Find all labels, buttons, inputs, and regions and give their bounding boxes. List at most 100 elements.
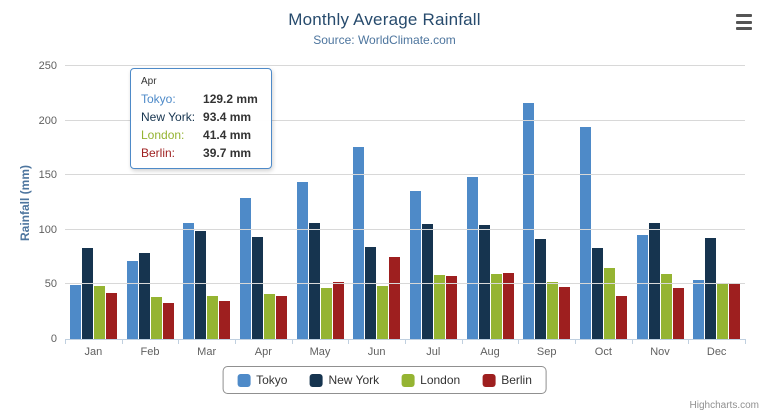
bar-new-york-mar[interactable] [195,231,207,339]
legend-symbol-berlin [482,373,496,387]
y-axis-tick-label: 100 [38,223,57,236]
bar-berlin-oct[interactable] [615,296,627,339]
bar-group-sep [518,66,575,339]
bar-berlin-mar[interactable] [219,301,231,339]
x-axis-tick-label: Dec [706,346,727,358]
tooltip-category: Apr [141,76,157,87]
legend-symbol-tokyo [237,373,251,387]
bar-tokyo-nov[interactable] [636,235,648,339]
bar-tokyo-dec[interactable] [693,280,705,339]
bar-group-jul [405,66,462,339]
bar-new-york-feb[interactable] [138,253,150,339]
y-axis-tick-label: 200 [38,114,57,127]
bar-new-york-apr[interactable] [251,237,263,339]
bar-berlin-feb[interactable] [162,303,174,339]
bar-berlin-sep[interactable] [559,287,571,339]
bar-tokyo-feb[interactable] [126,261,138,339]
hamburger-line [736,14,752,17]
bar-london-aug[interactable] [490,274,502,339]
x-axis-tick-label: Apr [254,346,272,358]
chart-title: Monthly Average Rainfall [288,10,481,29]
legend-symbol-new-york [309,373,323,387]
legend-item-london[interactable]: London [401,373,460,387]
y-axis-labels: 0 50 100 150 200 250 [0,60,57,345]
x-axis-tick-label: Jan [84,346,103,358]
tooltip-series-name: Berlin: [141,146,176,160]
y-axis-tick-label: 150 [38,169,57,182]
bar-new-york-jun[interactable] [365,247,377,339]
bar-new-york-dec[interactable] [705,238,717,339]
x-axis-tick-label: Feb [140,346,160,358]
legend-label-london: London [420,373,461,387]
bar-tokyo-jun[interactable] [353,147,365,339]
bar-group-jun [348,66,405,339]
x-axis-tick [65,339,66,344]
bar-new-york-sep[interactable] [535,239,547,339]
tooltip: Apr Tokyo: 129.2 mm New York: 93.4 mm London… [130,68,272,169]
x-axis-tick-label: Jul [426,346,441,358]
x-axis-tick [235,339,236,344]
credits-link[interactable]: Highcharts.com [689,400,759,411]
tooltip-series-name: New York: [141,110,196,124]
x-axis-tick-label: May [309,346,331,358]
bar-group-mar [178,66,235,339]
bar-berlin-apr[interactable] [275,296,287,339]
tooltip-series-value: 93.4 mm [203,110,252,124]
x-axis-tick [348,339,350,344]
bar-tokyo-jul[interactable] [409,191,421,339]
legend-item-tokyo[interactable]: Tokyo [237,373,287,387]
x-axis-labels: Jan Feb Mar Apr May Jun Jul Aug Sep Oct Nov Dec [65,346,745,360]
bar-london-oct[interactable] [603,268,615,339]
bar-london-may[interactable] [320,288,332,339]
bar-new-york-may[interactable] [308,223,320,339]
bar-tokyo-jan[interactable] [69,285,81,339]
x-axis-tick-label: Jun [367,346,386,358]
bar-tokyo-may[interactable] [296,182,308,339]
bar-london-jun[interactable] [377,286,389,339]
bar-tokyo-apr[interactable] [239,198,251,339]
bar-london-sep[interactable] [547,282,559,339]
y-axis-tick-label: 50 [44,278,57,291]
bar-london-feb[interactable] [150,297,162,339]
bar-new-york-oct[interactable] [591,248,603,339]
bar-tokyo-mar[interactable] [183,223,195,339]
bar-tokyo-aug[interactable] [466,177,478,339]
tooltip-series-name: London: [141,128,185,142]
bar-berlin-jun[interactable] [389,257,401,339]
bar-berlin-aug[interactable] [502,273,514,339]
x-axis-tick [178,339,180,344]
bar-berlin-dec[interactable] [729,283,741,339]
bar-berlin-nov[interactable] [672,288,684,339]
x-axis-tick [688,339,690,344]
bar-tokyo-sep[interactable] [523,103,535,339]
bar-group-feb [122,66,179,339]
gridline [65,119,745,121]
bar-group-dec [688,66,745,339]
bar-berlin-may[interactable] [332,282,344,339]
bar-new-york-aug[interactable] [478,225,490,339]
bar-tokyo-oct[interactable] [579,127,591,339]
bar-london-mar[interactable] [207,296,219,339]
legend-label-tokyo: Tokyo [256,373,288,387]
bar-berlin-jan[interactable] [105,293,117,339]
bar-new-york-jan[interactable] [81,248,93,339]
hamburger-menu-icon[interactable] [733,14,755,30]
bar-new-york-nov[interactable] [648,223,660,339]
x-axis-tick-label: Oct [594,346,612,358]
legend-item-berlin[interactable]: Berlin [482,373,532,387]
bar-london-dec[interactable] [717,283,729,339]
legend-symbol-london [401,373,415,387]
y-axis-tick-label: 250 [38,60,57,72]
bar-berlin-jul[interactable] [445,276,457,339]
bar-london-jul[interactable] [433,275,445,339]
tooltip-rows: Tokyo: 129.2 mm New York: 93.4 mm London: 41.… [141,92,261,160]
bar-london-nov[interactable] [660,274,672,339]
bar-london-apr[interactable] [263,294,275,339]
legend-item-new-york[interactable]: New York [309,373,379,387]
bar-new-york-jul[interactable] [421,224,433,339]
bar-london-jan[interactable] [93,286,105,339]
x-axis-tick-label: Nov [650,346,670,358]
legend-label-berlin: Berlin [501,373,532,387]
y-axis-tick-label: 0 [50,333,57,345]
